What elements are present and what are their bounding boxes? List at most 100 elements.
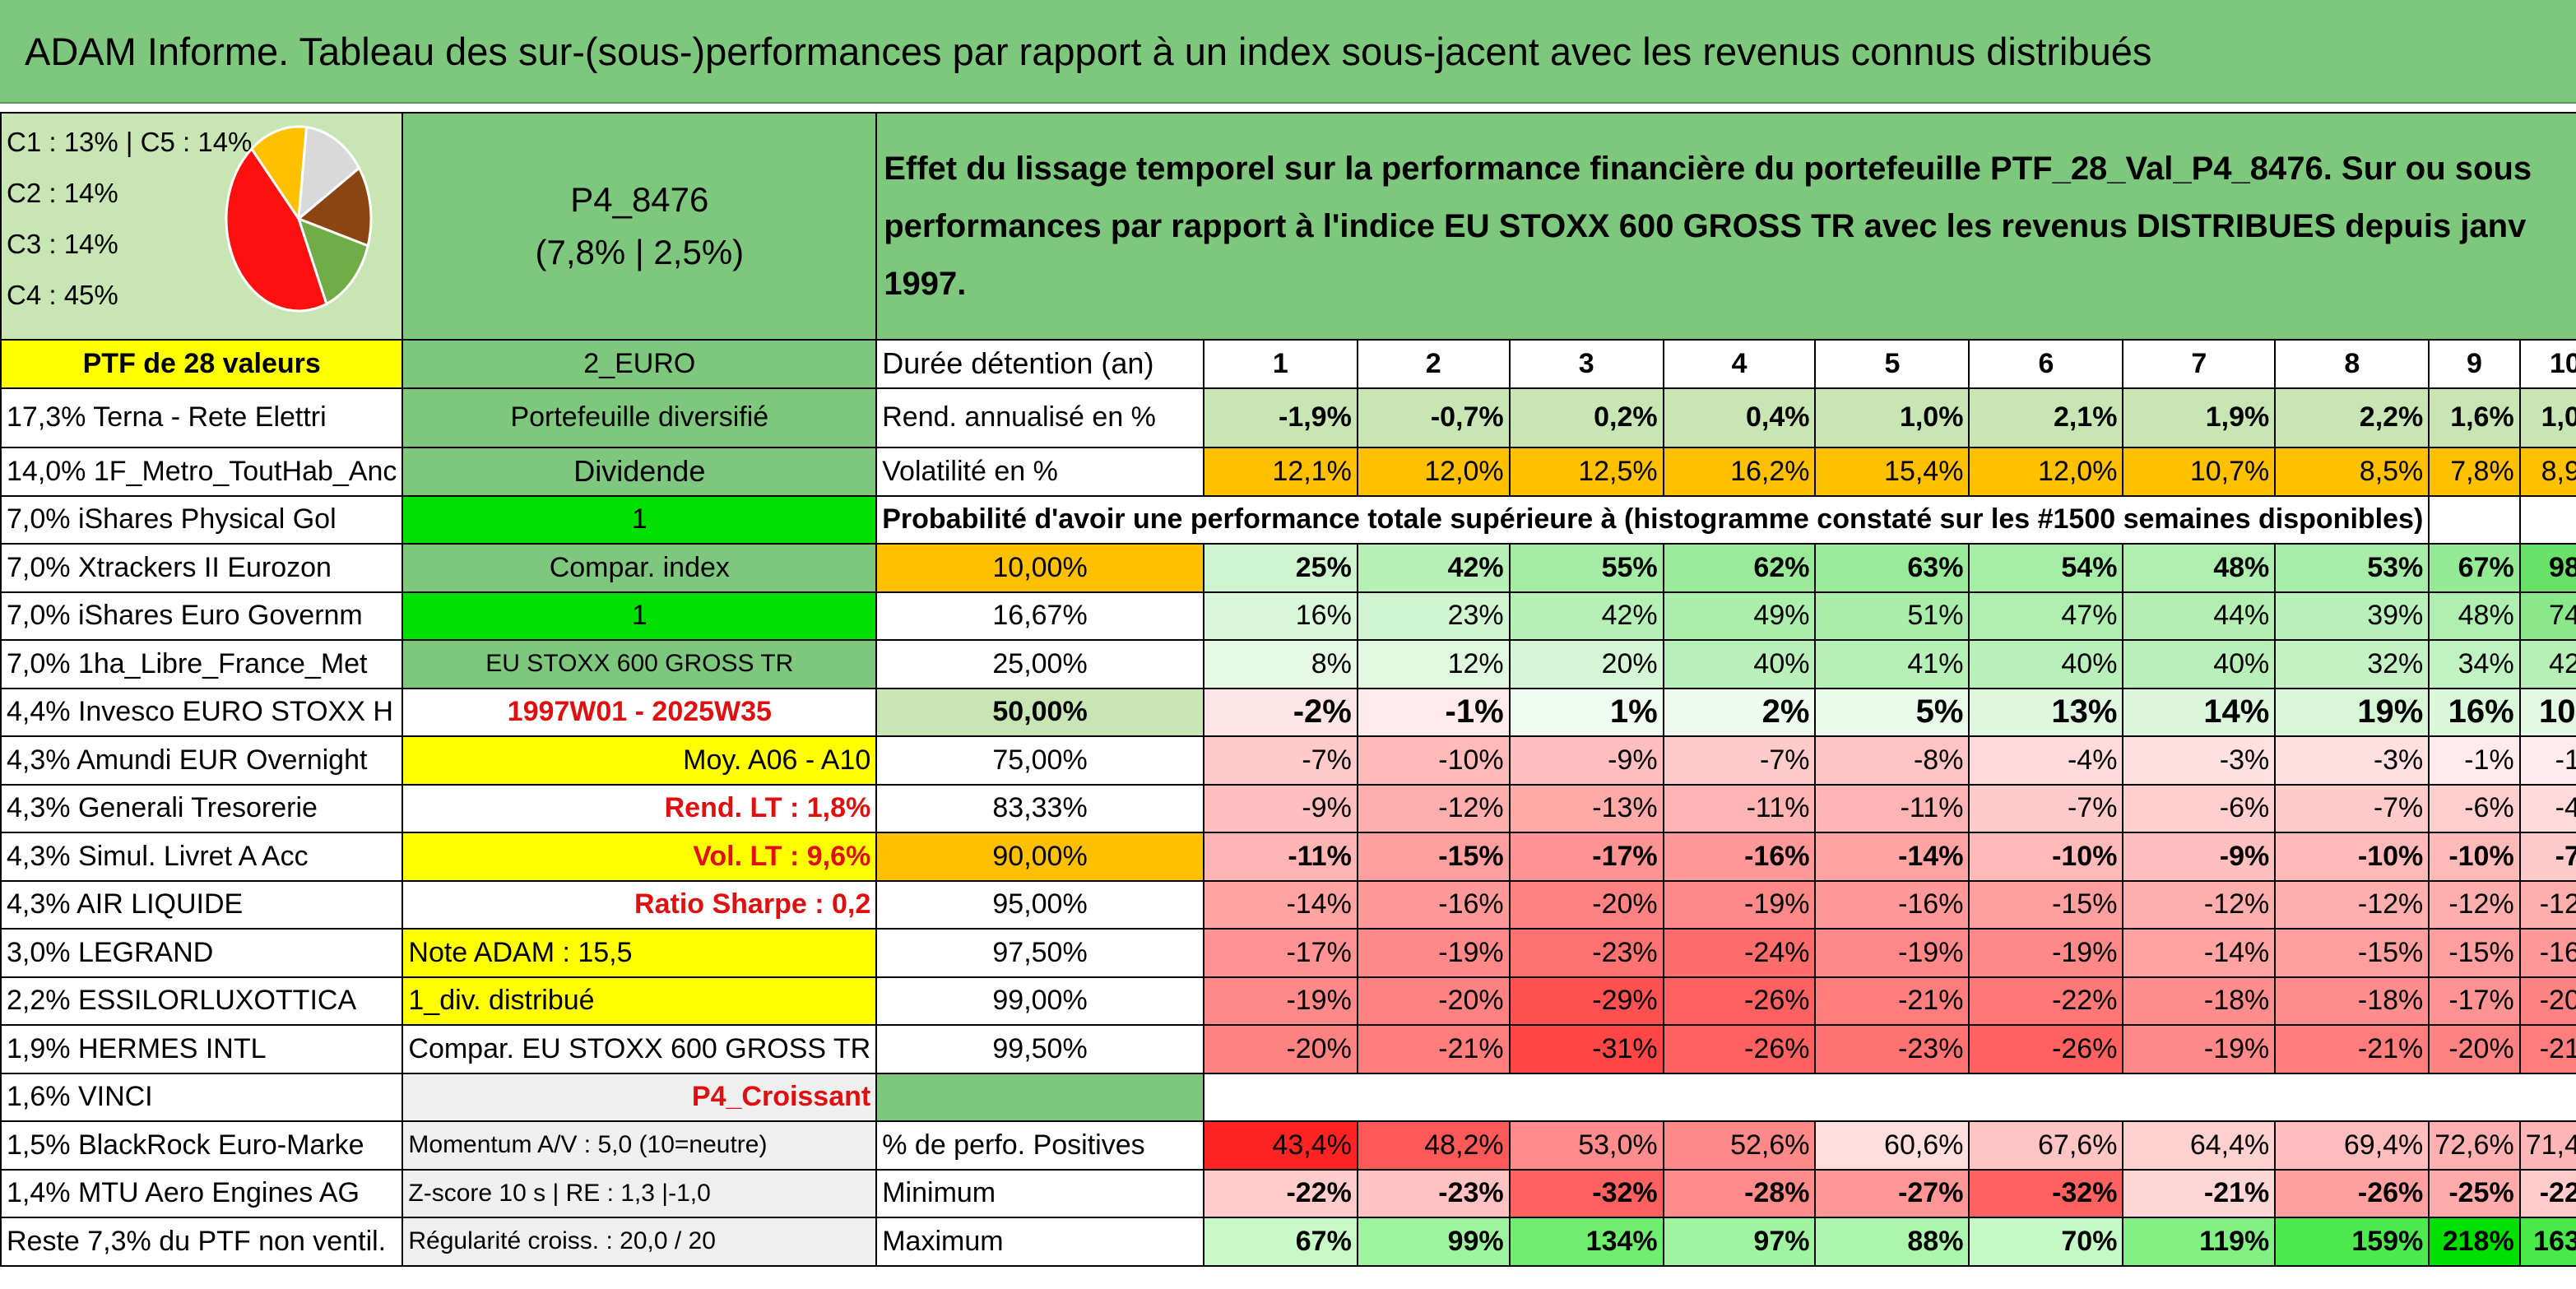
probability-value: -19% (2122, 1024, 2277, 1074)
probability-value: -9% (1202, 783, 1358, 833)
probability-value: -4% (1968, 735, 2124, 786)
probability-value: -22% (1968, 976, 2124, 1026)
minimum-value: -27% (1814, 1168, 1970, 1218)
pie-legend: C1 : 13% | C5 : 14% C2 : 14% C3 : 14% C4… (7, 117, 397, 321)
probability-threshold: 50,00% (875, 687, 1204, 737)
probability-value: -20% (1202, 1024, 1358, 1074)
maximum-value: 134% (1508, 1217, 1664, 1267)
probability-value: -31% (1508, 1024, 1664, 1074)
probability-value: -10% (2428, 832, 2521, 882)
probability-value: -24% (1662, 928, 1817, 978)
holding-item: 3,0% LEGRAND (0, 928, 404, 978)
holding-item: 4,3% Simul. Livret A Acc (0, 832, 404, 882)
long-term-return: Rend. LT : 1,8% (401, 783, 878, 833)
probability-value: -20% (2428, 1024, 2521, 1074)
positives-value: 60,6% (1814, 1120, 1970, 1171)
empty-cell (2429, 1073, 2519, 1122)
zscore: Z-score 10 s | RE : 1,3 |-1,0 (401, 1168, 878, 1218)
empty-cell (2520, 1073, 2576, 1122)
empty-cell (1815, 1073, 1969, 1122)
empty-cell (2518, 494, 2576, 545)
probability-value: 12% (1356, 639, 1511, 689)
probability-value: 8% (1202, 639, 1358, 689)
probability-value: -19% (1968, 928, 2124, 978)
probability-value: 20% (1508, 639, 1664, 689)
probability-value: 25% (1202, 543, 1358, 593)
probability-threshold: 25,00% (875, 639, 1204, 689)
probability-value: -19% (1202, 976, 1358, 1026)
probability-value: 44% (2122, 591, 2277, 641)
positives-value: 52,6% (1662, 1120, 1817, 1171)
sharpe-ratio: Ratio Sharpe : 0,2 (401, 879, 878, 930)
probability-value: 1% (1508, 687, 1664, 737)
probability-value: -9% (1508, 735, 1664, 786)
probability-value: -3% (2122, 735, 2277, 786)
year-header: 5 (1814, 339, 1970, 389)
probability-value: -19% (1662, 879, 1817, 930)
probability-value: -17% (1508, 832, 1664, 882)
holding-item: 4,3% Amundi EUR Overnight (0, 735, 404, 786)
positives-value: 43,4% (1202, 1120, 1358, 1171)
holding-item: 2,2% ESSILORLUXOTTICA (0, 976, 404, 1026)
probability-value: 2% (1662, 687, 1817, 737)
returns-value: 1,0% (2518, 387, 2576, 448)
probability-value: -14% (2122, 928, 2277, 978)
pie-label: C4 : 45% (7, 280, 118, 310)
year-header: 9 (2428, 339, 2521, 389)
empty-cell (1510, 1073, 1664, 1122)
probability-value: -16% (1662, 832, 1817, 882)
probability-value: -6% (2122, 783, 2277, 833)
probability-threshold: 97,50% (875, 928, 1204, 978)
empty-cell (1664, 1073, 1816, 1122)
probability-threshold: 90,00% (875, 832, 1204, 882)
year-header: 3 (1508, 339, 1664, 389)
probability-value: -15% (1968, 879, 2124, 930)
holding-item: 4,3% Generali Tresorerie (0, 783, 404, 833)
maximum-label: Maximum (875, 1217, 1204, 1267)
index-name: EU STOXX 600 GROSS TR (401, 639, 878, 689)
maximum-value: 163% (2518, 1217, 2576, 1267)
probability-value: 40% (1662, 639, 1817, 689)
portfolio-code-cell: P4_8476 (7,8% | 2,5%) (401, 112, 878, 341)
empty-cell (875, 1072, 1204, 1122)
holding-item: Reste 7,3% du PTF non ventil. (0, 1217, 404, 1267)
probability-value: 13% (1968, 687, 2124, 737)
volatility-label: Volatilité en % (875, 447, 1204, 497)
holding-item: 1,9% HERMES INTL (0, 1024, 404, 1074)
description-cell: Effet du lissage temporel sur la perform… (875, 112, 2576, 341)
positives-value: 48,2% (1356, 1120, 1511, 1171)
year-header: 2 (1356, 339, 1511, 389)
pie-slice-c4 (225, 146, 329, 313)
positives-value: 71,4% (2518, 1120, 2576, 1171)
probability-value: -7% (1202, 735, 1358, 786)
year-header: 4 (1662, 339, 1817, 389)
returns-label: Rend. annualisé en % (875, 387, 1204, 448)
probability-value: -20% (1356, 976, 1511, 1026)
probability-value: 39% (2274, 591, 2430, 641)
volatility-value: 12,0% (1968, 447, 2124, 497)
comparison-index: Compar. EU STOXX 600 GROSS TR (401, 1024, 878, 1074)
probability-value: -11% (1814, 783, 1970, 833)
probability-value: -7% (1662, 735, 1817, 786)
minimum-value: -22% (1202, 1168, 1358, 1218)
probability-value: -1% (2428, 735, 2521, 786)
probability-value: -7% (2518, 832, 2576, 882)
period: 1997W01 - 2025W35 (401, 687, 878, 737)
empty-cell (2123, 1073, 2275, 1122)
probability-value: 10% (2518, 687, 2576, 737)
allocation-pie-cell: C1 : 13% | C5 : 14% C2 : 14% C3 : 14% C4… (0, 112, 404, 341)
maximum-value: 70% (1968, 1217, 2124, 1267)
probability-value: -12% (2428, 879, 2521, 930)
probability-value: 14% (2122, 687, 2277, 737)
probability-threshold: 16,67% (875, 591, 1204, 641)
volatility-value: 10,7% (2122, 447, 2277, 497)
holding-item: 7,0% iShares Euro Governm (0, 591, 404, 641)
portfolio-count: PTF de 28 valeurs (0, 339, 404, 389)
probability-value: 40% (2122, 639, 2277, 689)
probability-value: -20% (2518, 976, 2576, 1026)
probability-value: 32% (2274, 639, 2430, 689)
probability-value: -18% (2274, 976, 2430, 1026)
probability-value: 42% (2518, 639, 2576, 689)
probability-value: -16% (1356, 879, 1511, 930)
returns-value: -1,9% (1202, 387, 1358, 448)
